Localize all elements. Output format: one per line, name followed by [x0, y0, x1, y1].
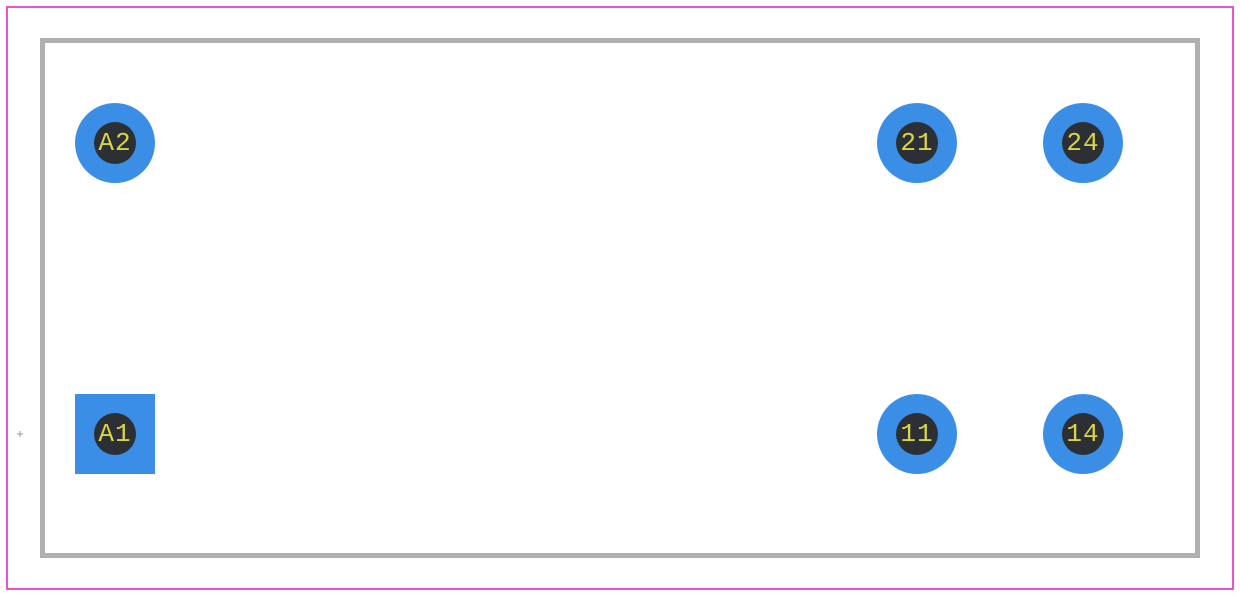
silkscreen-outline	[40, 38, 1200, 558]
pad-24: 24	[1043, 103, 1123, 183]
pad-11: 11	[877, 394, 957, 474]
pad-label: 21	[900, 128, 933, 158]
pad-label: 24	[1066, 128, 1099, 158]
pad-label: 11	[900, 419, 933, 449]
pad-A1: A1	[75, 394, 155, 474]
pad-14: 14	[1043, 394, 1123, 474]
pad-label: 14	[1066, 419, 1099, 449]
pad-label: A1	[98, 419, 131, 449]
pad-label: A2	[98, 128, 131, 158]
pad-21: 21	[877, 103, 957, 183]
footprint-canvas: A1 A2 11 21 14 24	[0, 0, 1240, 596]
pad-A2: A2	[75, 103, 155, 183]
